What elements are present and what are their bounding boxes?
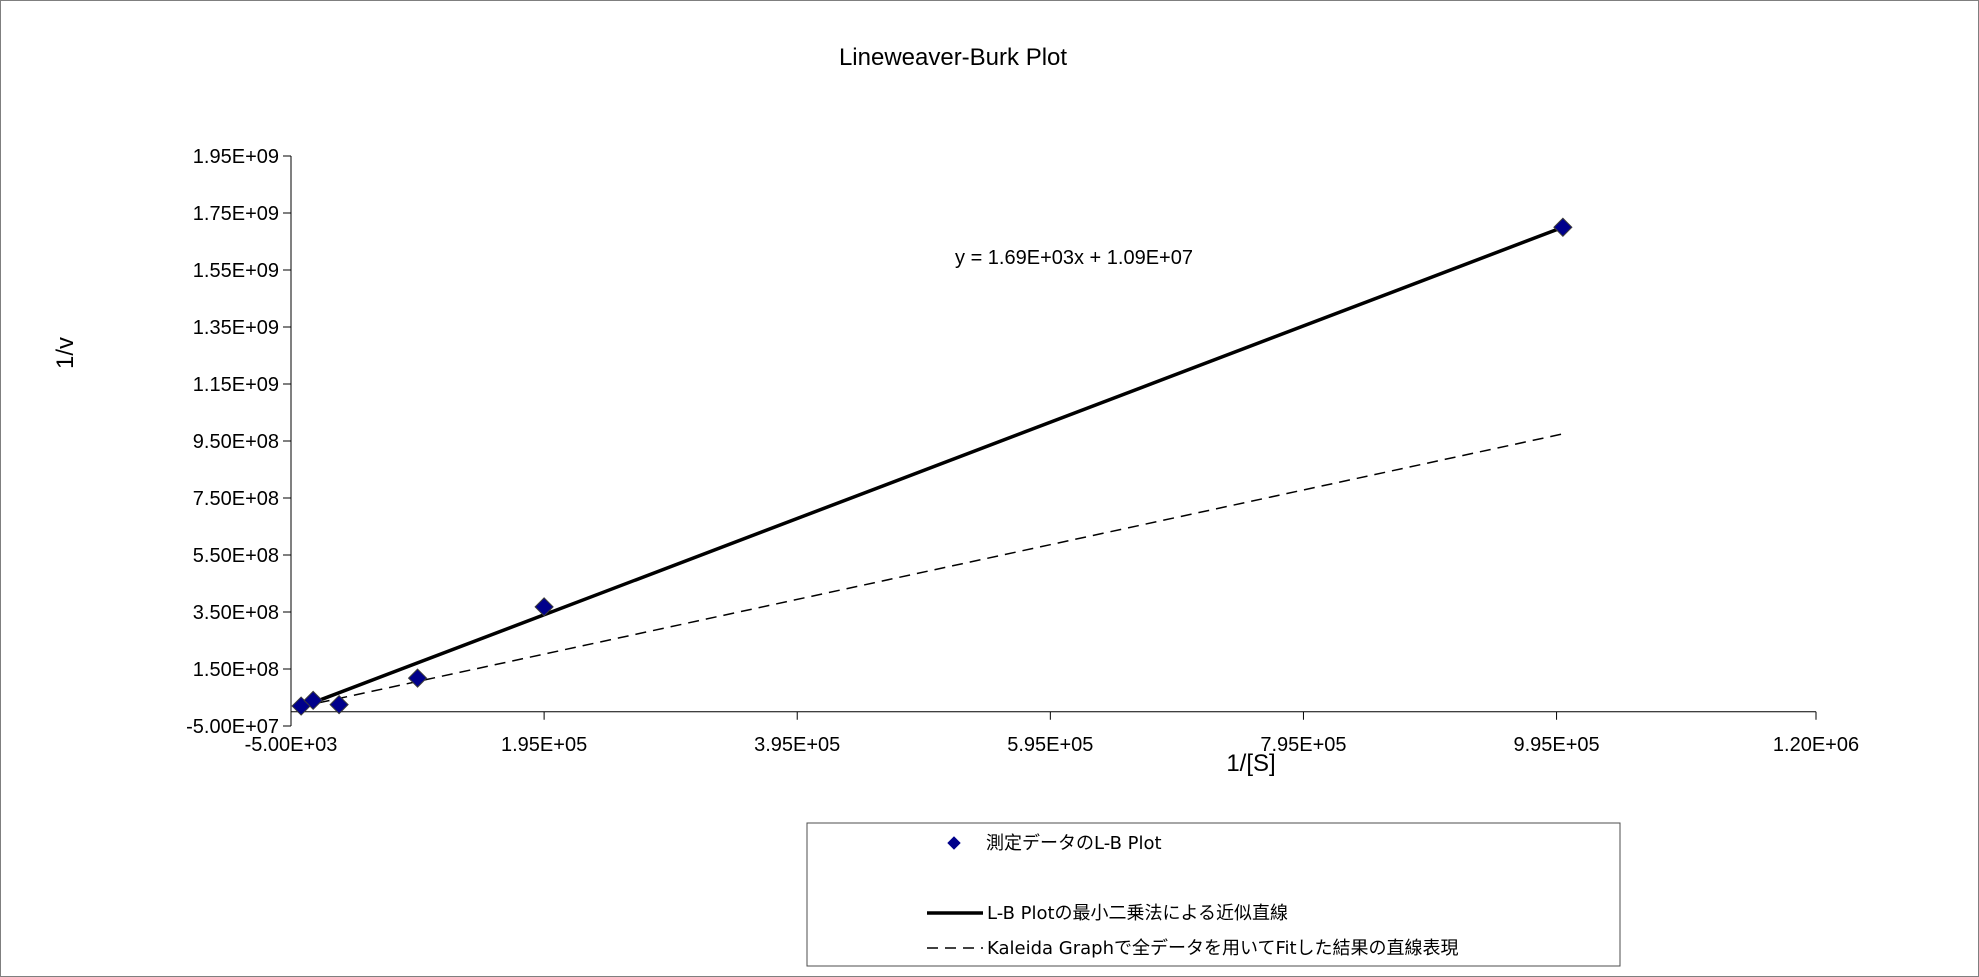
legend-box [806, 822, 1621, 967]
axes: -5.00E+07 1.50E+08 3.50E+08 5.50E+08 7.50E+0… [186, 146, 1859, 756]
legend-marker-diamond [947, 836, 961, 850]
y-tick-label: 1.95E+09 [193, 146, 279, 168]
legend-entry-label: Kaleida Graphで全データを用いてFitした結果の直線表現 [987, 938, 1459, 959]
trendline-equation: y = 1.69E+03x + 1.09E+07 [955, 247, 1193, 269]
y-tick-label: 1.55E+09 [193, 260, 279, 282]
x-tick-label: 1.95E+05 [501, 734, 587, 756]
x-axis-title: 1/[S] [1226, 750, 1275, 777]
y-axis-title: 1/v [52, 337, 79, 369]
x-tick-label: 9.95E+05 [1513, 734, 1599, 756]
x-tick-label: 7.95E+05 [1260, 734, 1346, 756]
x-tick-label: 3.95E+05 [754, 734, 840, 756]
x-tick-label: -5.00E+03 [245, 734, 338, 756]
data-point [1553, 217, 1573, 237]
chart-title: Lineweaver-Burk Plot [839, 44, 1067, 71]
x-tick-label: 1.20E+06 [1773, 734, 1859, 756]
data-point [407, 668, 428, 688]
data-point [303, 690, 323, 711]
y-tick-label: 1.15E+09 [193, 374, 279, 396]
y-tick-label: 9.50E+08 [193, 431, 279, 453]
y-tick-label: 5.50E+08 [193, 545, 279, 567]
y-tick-label: 1.35E+09 [193, 317, 279, 339]
data-point [329, 694, 349, 715]
legend: 測定データのL-B Plot L-B Plotの最小二乗法による近似直線 Kalei… [806, 822, 1621, 967]
plot-area [291, 217, 1573, 716]
y-tick-label: -5.00E+07 [186, 716, 279, 738]
y-tick-label: 1.75E+09 [193, 203, 279, 225]
y-tick-label: 1.50E+08 [193, 659, 279, 681]
legend-entry-label: 測定データのL-B Plot [986, 833, 1162, 854]
y-tick-label: 3.50E+08 [193, 602, 279, 624]
y-tick-label: 7.50E+08 [193, 488, 279, 510]
legend-entry-label: L-B Plotの最小二乗法による近似直線 [987, 903, 1288, 924]
data-point [534, 597, 554, 617]
least-squares-line [300, 225, 1564, 709]
x-tick-label: 5.95E+05 [1007, 734, 1093, 756]
kaleida-fit-line [300, 433, 1564, 708]
